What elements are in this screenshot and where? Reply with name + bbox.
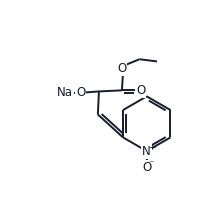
Text: Na: Na (57, 86, 73, 99)
Text: O: O (76, 86, 85, 99)
Text: O: O (136, 84, 145, 97)
Text: ⁻: ⁻ (148, 159, 154, 169)
Text: N: N (142, 145, 151, 158)
Text: O: O (142, 161, 151, 174)
Text: +: + (148, 143, 155, 152)
Text: O: O (117, 62, 127, 75)
